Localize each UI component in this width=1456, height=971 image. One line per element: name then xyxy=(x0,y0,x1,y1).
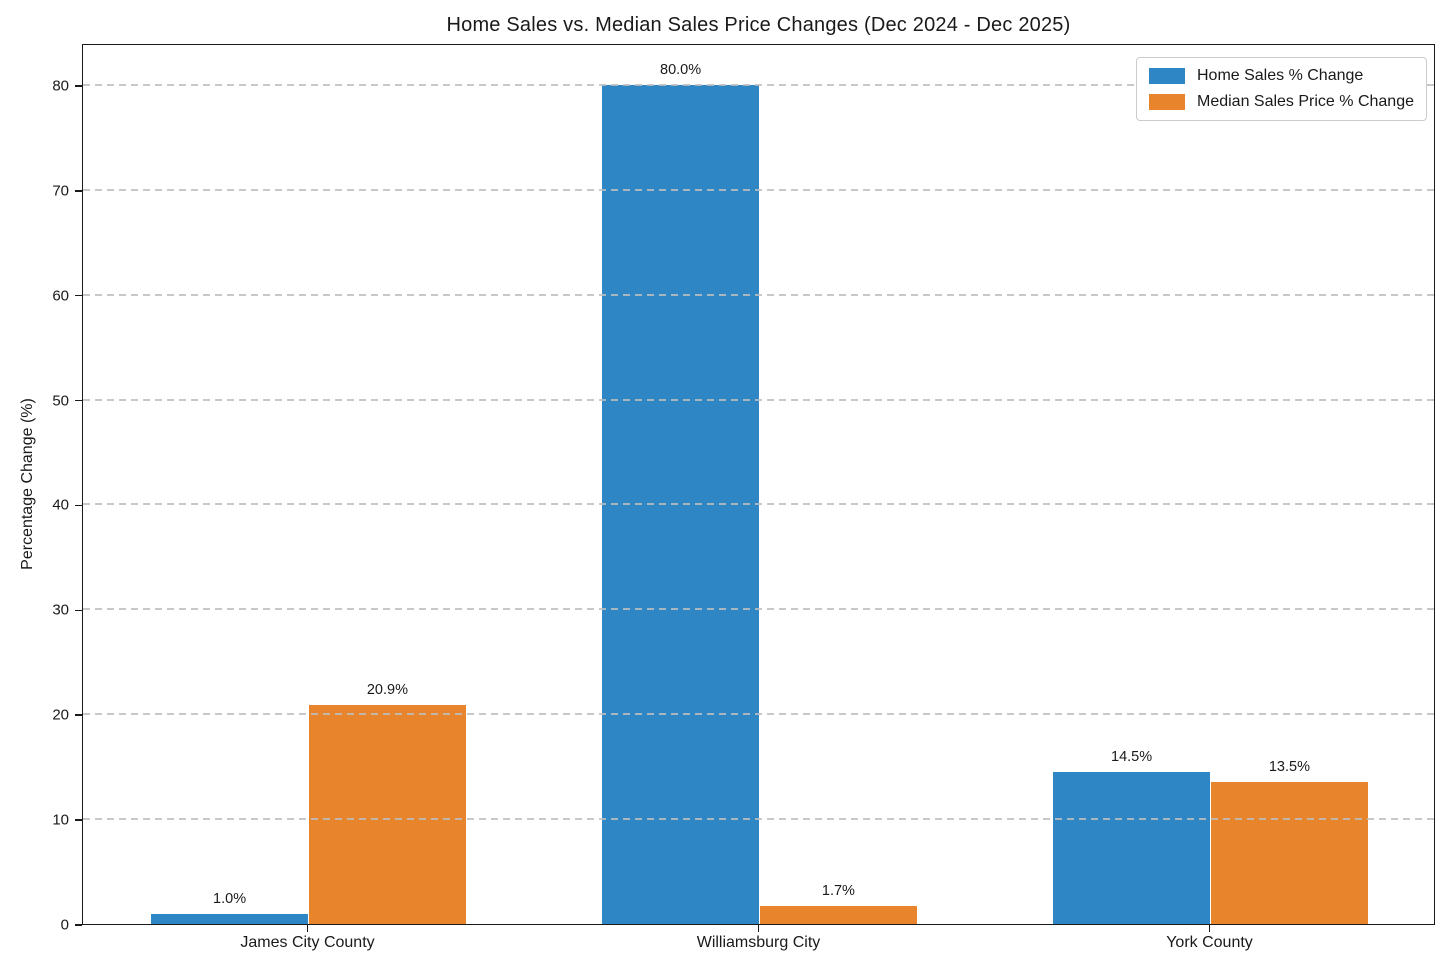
y-tick-mark-40 xyxy=(75,504,82,507)
bar-value-label-home-sales-change-james-city-county: 1.0% xyxy=(213,890,247,907)
bar-value-label-median-sales-price-change-james-city-county: 20.9% xyxy=(366,681,408,698)
y-tick-mark-50 xyxy=(75,399,82,402)
bar-median-sales-price-change-york-county xyxy=(1210,782,1369,924)
y-tick-label-0: 0 xyxy=(60,916,69,934)
y-tick-label-10: 10 xyxy=(52,811,69,829)
bar-home-sales-change-williamsburg-city xyxy=(601,84,760,924)
y-tick-mark-0 xyxy=(75,924,82,926)
legend-swatch-median-sales-price-change xyxy=(1148,94,1185,110)
y-tick-label-60: 60 xyxy=(52,287,69,305)
legend-label-home-sales-change: Home Sales % Change xyxy=(1196,67,1364,84)
y-tick-mark-80 xyxy=(75,85,82,87)
bar-home-sales-change-york-county xyxy=(1052,771,1211,924)
y-tick-mark-30 xyxy=(75,609,82,612)
y-tick-label-40: 40 xyxy=(52,496,69,514)
legend-item-median-sales-price-change: Median Sales Price % Change xyxy=(1148,93,1414,111)
bar-value-label-median-sales-price-change-williamsburg-city: 1.7% xyxy=(821,883,855,900)
y-axis-label: Percentage Change (%) xyxy=(19,398,36,570)
bar-value-label-home-sales-change-york-county: 14.5% xyxy=(1111,748,1153,765)
y-tick-mark-20 xyxy=(75,714,82,716)
x-tick-mark-york-county xyxy=(1208,925,1211,932)
chart-title: Home Sales vs. Median Sales Price Change… xyxy=(446,14,1071,36)
x-tick-label-williamsburg-city: Williamsburg City xyxy=(696,934,821,951)
bar-median-sales-price-change-james-city-county xyxy=(308,704,467,924)
y-tick-mark-70 xyxy=(75,190,82,192)
y-tick-label-20: 20 xyxy=(52,706,69,724)
legend-item-home-sales-change: Home Sales % Change xyxy=(1148,67,1414,85)
y-tick-mark-10 xyxy=(75,819,82,821)
y-tick-mark-60 xyxy=(75,294,82,297)
plot-area: 1.0% 20.9% 80.0% 1.7% 14.5% 13.5% Home Sales … xyxy=(82,44,1435,925)
legend-swatch-home-sales-change xyxy=(1148,68,1185,84)
legend-label-median-sales-price-change: Median Sales Price % Change xyxy=(1196,93,1414,110)
bar-value-label-home-sales-change-williamsburg-city: 80.0% xyxy=(660,61,702,78)
x-tick-mark-james-city-county xyxy=(306,925,309,932)
bar-median-sales-price-change-williamsburg-city xyxy=(759,906,918,924)
x-tick-mark-williamsburg-city xyxy=(757,925,760,932)
bar-home-sales-change-james-city-county xyxy=(150,913,309,924)
x-tick-label-york-county: York County xyxy=(1166,934,1253,951)
legend: Home Sales % Change Median Sales Price % … xyxy=(1135,57,1427,121)
y-tick-label-50: 50 xyxy=(52,392,69,410)
y-tick-label-80: 80 xyxy=(52,77,69,95)
x-tick-label-james-city-county: James City County xyxy=(240,934,375,951)
y-tick-label-70: 70 xyxy=(52,182,69,200)
bar-value-label-median-sales-price-change-york-county: 13.5% xyxy=(1268,759,1310,776)
y-tick-label-30: 30 xyxy=(52,601,69,619)
